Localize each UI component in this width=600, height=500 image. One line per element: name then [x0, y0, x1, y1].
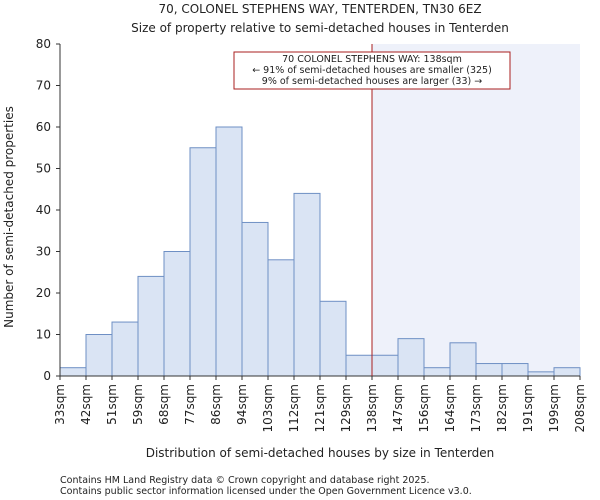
- x-tick-label-191sqm: 191sqm: [521, 384, 535, 432]
- plot-area: 0 10 20 30 40 50 60 70 80 33sqm 42sqm 51sqm 59sqm 68s…: [36, 37, 587, 432]
- y-tick-label-40: 40: [36, 203, 51, 217]
- x-tick-label-86sqm: 86sqm: [209, 384, 223, 425]
- bar-147sqm: [397, 338, 425, 377]
- bar-103sqm: [267, 259, 295, 377]
- bar-182sqm: [501, 363, 529, 377]
- bar-112sqm: [293, 192, 321, 377]
- bar-191sqm: [527, 371, 555, 377]
- y-tick-label-50: 50: [36, 162, 51, 176]
- x-tick-label-121sqm: 121sqm: [313, 384, 327, 432]
- x-tick-label-164sqm: 164sqm: [443, 384, 457, 432]
- bar-121sqm: [319, 300, 347, 377]
- x-axis-label: Distribution of semi-detached houses by …: [146, 446, 495, 460]
- bar-138sqm: [371, 354, 399, 377]
- chart-title-line2: Size of property relative to semi-detach…: [131, 21, 509, 35]
- y-tick-label-60: 60: [36, 120, 51, 134]
- bar-42sqm: [85, 334, 113, 377]
- bar-199sqm: [553, 367, 581, 377]
- x-tick-label-59sqm: 59sqm: [131, 384, 145, 425]
- bar-94sqm: [241, 221, 269, 377]
- annotation-line1: 70 COLONEL STEPHENS WAY: 138sqm: [282, 54, 462, 65]
- y-tick-label-80: 80: [36, 37, 51, 51]
- x-tick-label-77sqm: 77sqm: [183, 384, 197, 425]
- bar-129sqm: [345, 354, 373, 377]
- annotation-line3: 9% of semi-detached houses are larger (3…: [262, 76, 482, 87]
- annotation-box: [233, 51, 511, 90]
- x-tick-label-182sqm: 182sqm: [495, 384, 509, 432]
- x-tick-label-173sqm: 173sqm: [469, 384, 483, 432]
- x-tick-label-94sqm: 94sqm: [235, 384, 249, 425]
- bar-156sqm: [423, 367, 451, 377]
- x-tick-label-103sqm: 103sqm: [261, 384, 275, 432]
- x-tick-label-112sqm: 112sqm: [287, 384, 301, 432]
- highlight-region: [372, 44, 580, 376]
- x-tick-label-68sqm: 68sqm: [157, 384, 171, 425]
- x-tick-label-156sqm: 156sqm: [417, 384, 431, 432]
- bar-33sqm: [59, 367, 87, 377]
- y-tick-label-30: 30: [36, 245, 51, 259]
- x-tick-label-51sqm: 51sqm: [105, 384, 119, 425]
- bar-77sqm: [189, 147, 217, 377]
- footer-line1: Contains HM Land Registry data © Crown c…: [60, 475, 430, 486]
- bar-164sqm: [449, 342, 477, 377]
- x-tick-label-208sqm: 208sqm: [573, 384, 587, 432]
- y-axis-label: Number of semi-detached properties: [2, 106, 16, 328]
- x-tick-label-138sqm: 138sqm: [365, 384, 379, 432]
- bar-173sqm: [475, 363, 503, 377]
- x-tick-label-33sqm: 33sqm: [53, 384, 67, 425]
- x-tick-label-42sqm: 42sqm: [79, 384, 93, 425]
- annotation-line2: ← 91% of semi-detached houses are smalle…: [252, 65, 492, 76]
- x-tick-label-199sqm: 199sqm: [547, 384, 561, 432]
- y-tick-label-20: 20: [36, 286, 51, 300]
- y-tick-label-10: 10: [36, 328, 51, 342]
- y-tick-label-0: 0: [43, 369, 51, 383]
- bar-51sqm: [111, 321, 139, 377]
- footer-line2: Contains public sector information licen…: [60, 486, 472, 497]
- bar-59sqm: [137, 275, 165, 377]
- x-tick-label-147sqm: 147sqm: [391, 384, 405, 432]
- y-tick-label-70: 70: [36, 79, 51, 93]
- bar-86sqm: [215, 126, 243, 377]
- bar-68sqm: [163, 251, 191, 377]
- x-tick-label-129sqm: 129sqm: [339, 384, 353, 432]
- chart-title-line1: 70, COLONEL STEPHENS WAY, TENTERDEN, TN3…: [158, 2, 481, 16]
